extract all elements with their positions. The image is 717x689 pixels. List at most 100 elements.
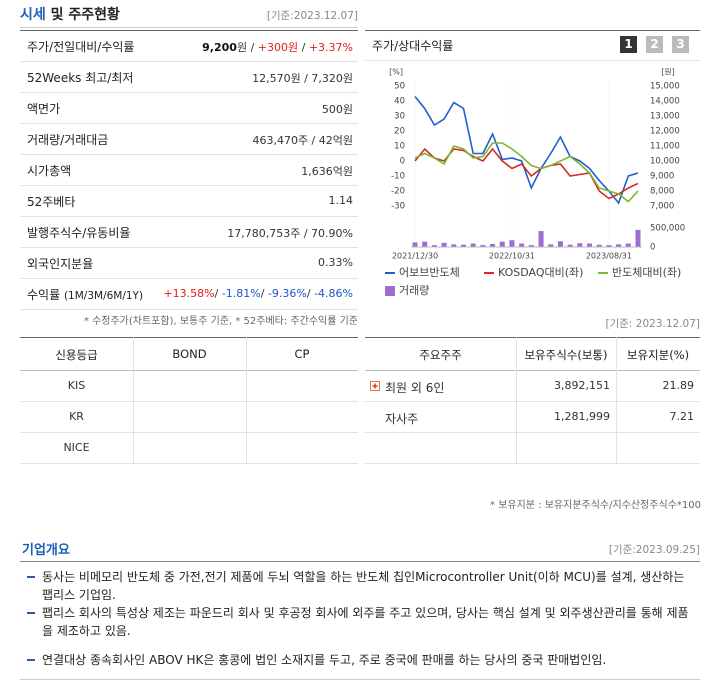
- divider: [20, 27, 358, 28]
- x-tick-label: 2022/10/31: [489, 252, 535, 261]
- table-header: 주요주주: [419, 348, 462, 362]
- volume-bar: [587, 243, 593, 247]
- y2-tick-label: 11,000: [650, 142, 680, 152]
- row-label: 거래량/거래대금: [27, 131, 108, 148]
- y2-tick-label: 7,000: [650, 202, 674, 212]
- divider: [516, 337, 517, 463]
- table-cell: KIS: [67, 379, 86, 392]
- base-date: [기준:2023.09.25]: [608, 544, 700, 556]
- row-value: 1,636억원: [150, 163, 353, 179]
- label: 거래량/거래대금: [27, 133, 109, 147]
- table-cell: 최원 외 6인: [385, 381, 445, 395]
- value-part: 1,636억원: [301, 165, 353, 178]
- y2-tick-label: 9,000: [650, 172, 674, 182]
- divider: [20, 679, 700, 680]
- volume-bar: [490, 243, 496, 247]
- table-cell: 7.21: [669, 410, 695, 423]
- label: 발행주식수/유동비율: [27, 226, 131, 240]
- label: 52주베타: [27, 195, 76, 209]
- row-label: 액면가: [27, 100, 60, 117]
- row-value: 9,200원 / +300원 / +3.37%: [150, 39, 353, 55]
- legend-label: 반도체대비(좌): [612, 266, 681, 279]
- y-tick-label: 10: [394, 142, 405, 152]
- y-tick-label: 40: [394, 97, 405, 107]
- chart: [%] [원] 50 40 30 20 10 0 -10 -20 -30 15,000 14,000 13…: [385, 68, 685, 297]
- y-tick-label: 0: [400, 157, 405, 167]
- value-part: -1.81%: [221, 287, 261, 300]
- row-value: 463,470주 / 42억원: [150, 132, 353, 148]
- y2-tick-label: 15,000: [650, 82, 680, 92]
- divider: [20, 154, 358, 155]
- line-series: [414, 142, 639, 203]
- line-series: [414, 95, 639, 205]
- volume-bar: [509, 240, 515, 247]
- volume-bar: [567, 244, 573, 247]
- expand-icon[interactable]: [370, 381, 380, 391]
- divider: [20, 309, 358, 310]
- table-header: 보유지분(%): [626, 348, 690, 362]
- table-header: 보유주식수(보통): [524, 348, 608, 362]
- y-tick-label: -20: [391, 187, 405, 197]
- value-part: -9.36%: [267, 287, 307, 300]
- table-cell: 3,892,151: [554, 379, 610, 392]
- base-date: [기준:2023.12.07]: [266, 10, 358, 22]
- row-label: 발행주식수/유동비율: [27, 224, 130, 241]
- divider: [20, 123, 358, 124]
- chart-button[interactable]: 3: [672, 36, 689, 53]
- divider: [246, 337, 247, 463]
- legend-label: 어보브반도체: [399, 266, 460, 279]
- label-note: (1M/3M/6M/1Y): [63, 290, 144, 302]
- volume-bar: [635, 229, 641, 247]
- volume-bar: [422, 241, 428, 247]
- divider: [365, 370, 700, 371]
- legend-label: 거래량: [399, 284, 429, 297]
- label: 주가/전일대비/수익률: [27, 40, 135, 54]
- title-rest: 및 주주현황: [50, 7, 120, 23]
- divider: [20, 278, 358, 279]
- bullet-dash: [27, 659, 35, 661]
- overview-item: 연결대상 종속회사인 ABOV HK은 홍콩에 법인 소재지를 두고, 주로 중…: [42, 653, 607, 667]
- footnote: * 보유지분 : 보유지분주식수/지수산정주식수*100: [490, 500, 701, 511]
- volume-bar: [557, 241, 563, 247]
- line-series: [414, 147, 639, 200]
- volume-bar: [548, 244, 554, 247]
- value-part: +300원: [257, 41, 299, 54]
- label: 52Weeks 최고/최저: [27, 71, 134, 85]
- divider: [20, 337, 358, 338]
- row-label: 52주베타: [27, 193, 75, 210]
- row-value: 17,780,753주 / 70.90%: [150, 225, 353, 241]
- y2-tick-label: 10,000: [650, 157, 680, 167]
- y2-tick-label: 8,000: [650, 187, 674, 197]
- row-label: 수익률 (1M/3M/6M/1Y): [27, 286, 143, 303]
- row-label: 주가/전일대비/수익률: [27, 38, 134, 55]
- divider: [616, 337, 617, 463]
- y2-tick-label: 13,000: [650, 112, 680, 122]
- y-tick-label: 50: [394, 82, 405, 92]
- label: 외국인지분율: [27, 257, 94, 271]
- label: 수익률: [27, 288, 61, 302]
- row-value: 1.14: [150, 194, 354, 207]
- footnote: * 수정주가(차트포함), 보통주 기준, * 52주베타: 주간수익률 기준: [83, 316, 358, 327]
- chart-button[interactable]: 1: [620, 36, 637, 53]
- y-tick-label: 20: [394, 127, 405, 137]
- value-part: /: [214, 287, 222, 300]
- chart-button[interactable]: 2: [646, 36, 663, 53]
- value-part: 0.33%: [318, 256, 353, 269]
- volume-bar: [606, 245, 612, 247]
- y2-tick-label: 14,000: [650, 97, 680, 107]
- volume-bar: [470, 243, 476, 247]
- value-part: 463,470주 / 42억원: [252, 134, 353, 147]
- divider: [20, 561, 700, 562]
- table-cell: KR: [69, 410, 84, 423]
- volume-bar: [596, 244, 602, 247]
- divider: [20, 30, 358, 31]
- divider: [20, 432, 358, 433]
- value-part: 원 /: [236, 41, 258, 54]
- value-part: 17,780,753주 / 70.90%: [227, 227, 353, 240]
- divider: [365, 401, 700, 402]
- row-label: 외국인지분율: [27, 255, 93, 272]
- y-tick-label: 30: [394, 112, 405, 122]
- volume-bar: [451, 244, 457, 247]
- volume-bar: [519, 243, 525, 247]
